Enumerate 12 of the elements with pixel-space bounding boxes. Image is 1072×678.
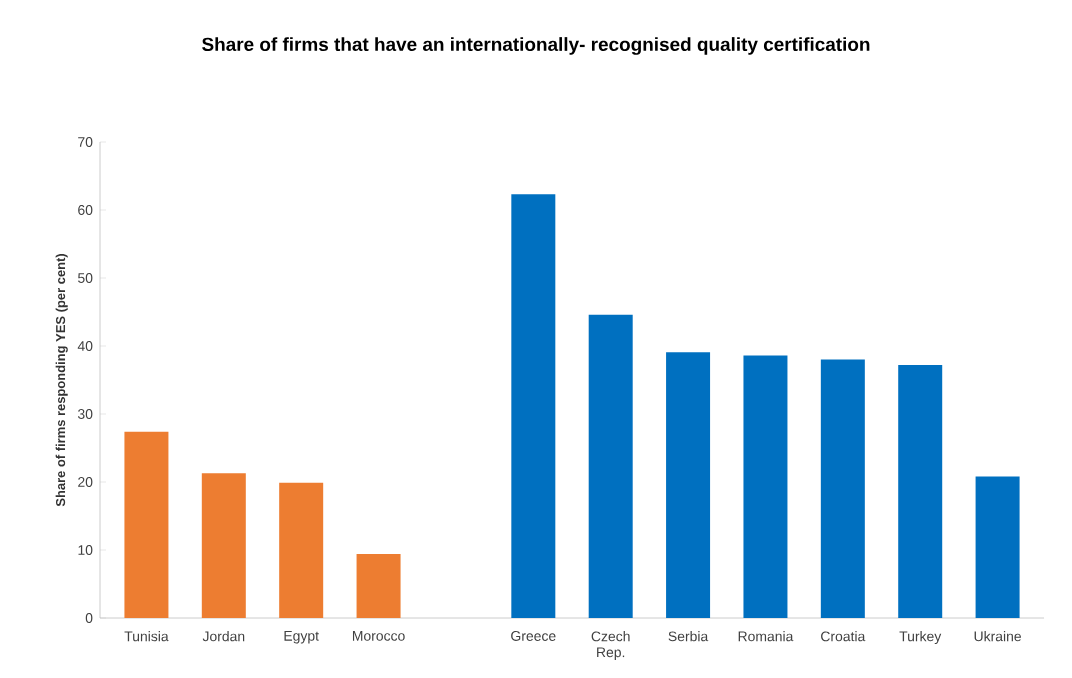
- bar: [743, 355, 788, 618]
- bar: [356, 554, 401, 618]
- bar: [124, 431, 169, 618]
- bar: [588, 314, 633, 618]
- bar: [820, 359, 865, 618]
- bar: [666, 352, 711, 618]
- bar: [201, 473, 246, 618]
- bar: [975, 476, 1020, 618]
- bar: [279, 482, 324, 618]
- bar: [898, 365, 943, 618]
- bar: [511, 194, 556, 618]
- chart-title: Share of firms that have an internationally- recognised quality certification: [202, 37, 870, 55]
